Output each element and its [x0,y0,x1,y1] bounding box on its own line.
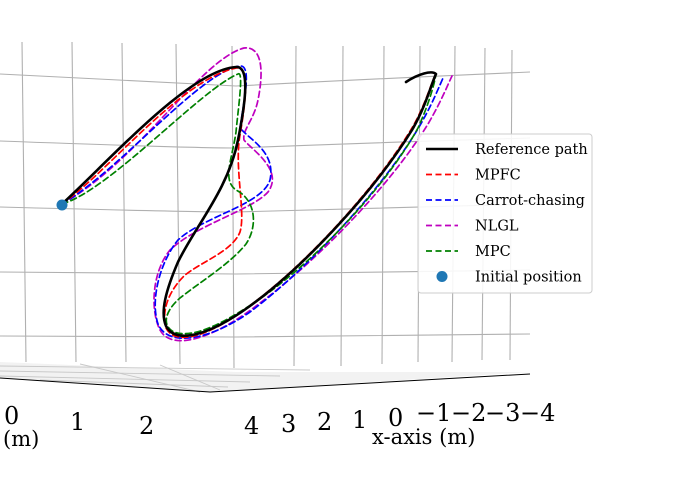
grid-line-v3 [121,42,127,363]
grid-line-h1 [0,71,531,87]
series-line-mpc [61,73,437,335]
x-tick-label: 1 [352,406,367,434]
y-tick-label: 0 [4,402,19,430]
legend-label-nlgl: NLGL [475,219,519,235]
x-tick-label: 3 [281,410,296,438]
y-axis-label: (m) [3,427,39,451]
y-tick-label: 2 [139,412,154,440]
x-tick-label: 4 [244,412,259,440]
x-tick-label: 2 [317,408,332,436]
initial-position-marker [56,199,68,211]
legend-label-initial-position: Initial position [475,270,582,286]
grid-line-v7 [340,45,344,367]
floor-line-6 [159,364,221,391]
legend-label-reference-path: Reference path [475,142,588,158]
legend-label-carrot-chasing: Carrot-chasing [475,193,585,209]
grid-line-h5 [0,333,531,338]
x-tick-label: 0 [388,404,403,432]
grid-line-v4 [175,43,181,365]
grid-line-v8 [381,45,385,365]
series-line-nlgl [61,47,453,342]
x-tick-label: −3 [485,399,520,427]
legend-label-mpc: MPC [475,244,511,260]
floor-line-3 [0,375,251,383]
legend-label-mpfc: MPFC [475,168,521,184]
floor-line-2 [0,370,281,377]
axis-ticks: 4 3 2 1 0 −1 −2−3 −40 1 2 [4,399,555,440]
grid-line-v2 [71,41,77,363]
x-axis-label: x-axis (m) [372,425,475,449]
grid-line-v1 [21,41,27,363]
floor-pane [0,362,531,393]
series-line-mpfc [61,67,437,339]
series-curves [56,47,453,342]
series-line-reference-path [60,65,438,338]
x-tick-label: −2 [451,399,486,427]
legend-marker-initial-position [436,271,448,282]
grid-line-v5 [231,45,235,369]
floor-line-4 [39,379,229,388]
floor-line-1 [0,365,311,371]
floor-axis-line [0,373,531,393]
series-line-carrot-chasing [61,65,445,339]
x-tick-label: −4 [520,399,555,427]
legend: Reference path MPFC Carrot-chasing NLGL MPC I… [417,133,593,294]
x-tick-label: −1 [416,399,451,427]
y-tick-label: 1 [70,408,85,436]
floor-shade [0,362,530,392]
grid-line-v6 [293,45,297,367]
legend-box [417,133,593,294]
floor-line-5 [79,363,201,393]
